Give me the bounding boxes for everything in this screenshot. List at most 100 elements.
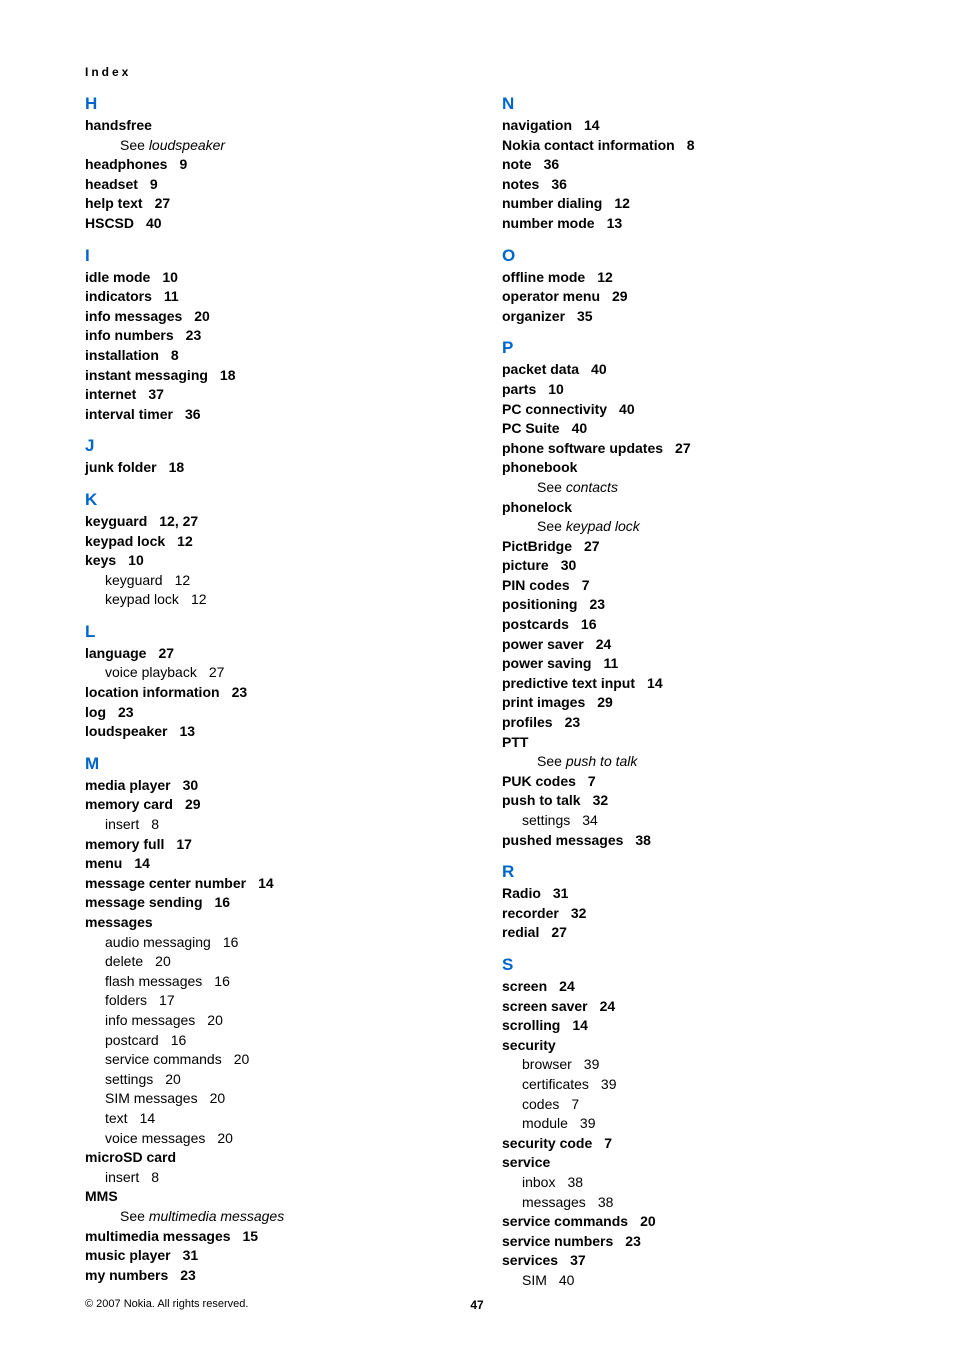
entry-term: picture: [502, 557, 549, 573]
entry-term: PIN codes: [502, 577, 570, 593]
index-entry: Radio31: [502, 884, 869, 904]
index-entry: interval timer36: [85, 405, 452, 425]
index-entry: power saver24: [502, 635, 869, 655]
entry-page: 23: [625, 1233, 641, 1249]
index-entry: power saving11: [502, 654, 869, 674]
entry-page: 30: [561, 557, 577, 573]
entry-term: notes: [502, 176, 539, 192]
sub-entry: delete20: [85, 952, 452, 972]
entry-term: help text: [85, 195, 143, 211]
entry-page: 7: [588, 773, 596, 789]
index-entry: service: [502, 1153, 869, 1173]
entry-page: 40: [619, 401, 635, 417]
entry-term: Radio: [502, 885, 541, 901]
sub-entry: certificates39: [502, 1075, 869, 1095]
sub-entry-page: 20: [234, 1051, 250, 1067]
index-letter: M: [85, 754, 452, 774]
entry-term: organizer: [502, 308, 565, 324]
index-entry: push to talk32: [502, 791, 869, 811]
entry-page: 13: [179, 723, 195, 739]
entry-term: my numbers: [85, 1267, 168, 1283]
index-entry: indicators11: [85, 287, 452, 307]
sub-entry-page: 14: [140, 1110, 156, 1126]
entry-term: PC connectivity: [502, 401, 607, 417]
entry-page: 20: [640, 1213, 656, 1229]
entry-page: 16: [215, 894, 231, 910]
index-entry: recorder32: [502, 904, 869, 924]
entry-page: 17: [176, 836, 192, 852]
sub-entry-term: folders: [105, 992, 147, 1008]
entry-page: 10: [548, 381, 564, 397]
index-letter: P: [502, 338, 869, 358]
sub-entry-term: inbox: [522, 1174, 555, 1190]
entry-page: 27: [158, 645, 174, 661]
entry-term: postcards: [502, 616, 569, 632]
entry-term: keypad lock: [85, 533, 165, 549]
entry-term: security code: [502, 1135, 592, 1151]
sub-entry-page: 16: [214, 973, 230, 989]
index-entry: pushed messages38: [502, 831, 869, 851]
sub-entry-page: 39: [584, 1056, 600, 1072]
index-entry: screen saver24: [502, 997, 869, 1017]
sub-entry-term: info messages: [105, 1012, 195, 1028]
entry-term: power saver: [502, 636, 584, 652]
sub-entry: insert 8: [85, 815, 452, 835]
index-entry: info messages20: [85, 307, 452, 327]
entry-term: parts: [502, 381, 536, 397]
index-entry: parts 10: [502, 380, 869, 400]
entry-page: 16: [581, 616, 597, 632]
sub-entry-page: 20: [165, 1071, 181, 1087]
sub-entry-page: 8: [151, 816, 159, 832]
sub-entry-term: SIM: [522, 1272, 547, 1288]
entry-page: 36: [544, 156, 560, 172]
see-reference: See loudspeaker: [85, 136, 452, 156]
sub-entry: info messages20: [85, 1011, 452, 1031]
entry-page: 12, 27: [159, 513, 198, 529]
entry-term: service numbers: [502, 1233, 613, 1249]
sub-entry-page: 27: [209, 664, 225, 680]
entry-page: 37: [148, 386, 164, 402]
entry-term: loudspeaker: [85, 723, 167, 739]
entry-term: handsfree: [85, 117, 152, 133]
entry-term: note: [502, 156, 532, 172]
entry-term: number dialing: [502, 195, 602, 211]
entry-term: keys: [85, 552, 116, 568]
see-text: See: [537, 753, 566, 769]
sub-entry-page: 34: [582, 812, 598, 828]
entry-page: 20: [194, 308, 210, 324]
entry-page: 11: [603, 655, 618, 671]
entry-term: installation: [85, 347, 159, 363]
entry-term: packet data: [502, 361, 579, 377]
sub-entry-term: insert: [105, 816, 139, 832]
index-entry: organizer35: [502, 307, 869, 327]
entry-page: 40: [591, 361, 607, 377]
entry-term: profiles: [502, 714, 553, 730]
see-target: loudspeaker: [149, 137, 225, 153]
entry-page: 40: [146, 215, 162, 231]
sub-entry-term: module: [522, 1115, 568, 1131]
index-letter: J: [85, 436, 452, 456]
entry-page: 14: [584, 117, 600, 133]
entry-page: 7: [582, 577, 590, 593]
entry-term: interval timer: [85, 406, 173, 422]
sub-entry: text 14: [85, 1109, 452, 1129]
index-entry: instant messaging18: [85, 366, 452, 386]
entry-term: info numbers: [85, 327, 174, 343]
index-entry: microSD card: [85, 1148, 452, 1168]
index-entry: handsfree: [85, 116, 452, 136]
entry-page: 14: [134, 855, 150, 871]
sub-entry-page: 39: [601, 1076, 617, 1092]
entry-page: 24: [559, 978, 575, 994]
index-entry: message center number14: [85, 874, 452, 894]
entry-term: redial: [502, 924, 539, 940]
entry-page: 40: [572, 420, 588, 436]
index-letter: N: [502, 94, 869, 114]
entry-term: security: [502, 1037, 556, 1053]
entry-page: 29: [597, 694, 613, 710]
sub-entry-page: 16: [171, 1032, 187, 1048]
sub-entry-term: codes: [522, 1096, 559, 1112]
sub-entry: folders17: [85, 991, 452, 1011]
sub-entry-page: 12: [191, 591, 207, 607]
sub-entry-term: text: [105, 1110, 128, 1126]
entry-term: media player: [85, 777, 171, 793]
